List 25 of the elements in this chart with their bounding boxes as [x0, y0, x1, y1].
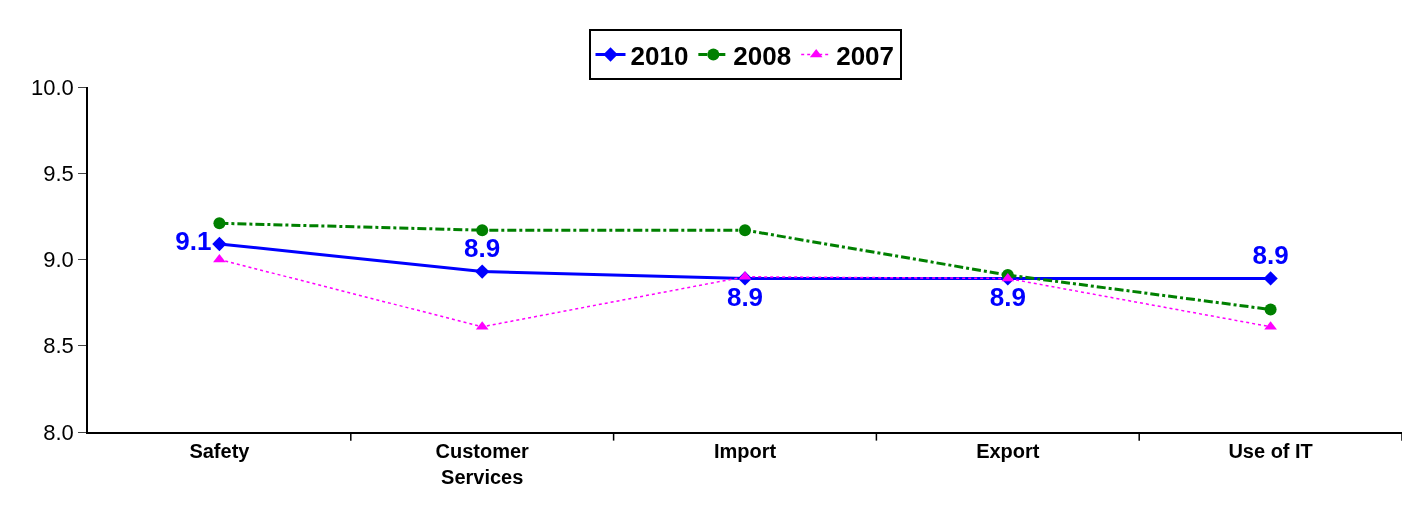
point: [475, 264, 490, 279]
x-tick-label: Use of IT: [1228, 439, 1313, 462]
data-label: 8.9: [989, 281, 1026, 312]
point: [1264, 303, 1277, 316]
data-label: 9.1: [175, 226, 212, 257]
point: [213, 217, 226, 230]
point: [212, 236, 227, 252]
point: [739, 224, 751, 237]
y-tick-label: 9.0: [43, 247, 74, 273]
y-tick-label: 8.5: [43, 333, 74, 359]
data-label: 8.9: [726, 281, 764, 312]
data-label: 8.9: [464, 233, 501, 264]
y-tick-label: 9.5: [43, 160, 74, 186]
legend-label: 2010: [630, 40, 689, 71]
legend-label: 2008: [733, 40, 792, 71]
x-tick-label: Customer Services: [435, 439, 530, 488]
y-tick-label: 8.0: [43, 419, 74, 445]
x-tick-label: Import: [713, 439, 777, 462]
legend-label: 2007: [836, 40, 895, 71]
y-tick-label: 10.0: [31, 74, 74, 100]
x-tick-label: Export: [976, 439, 1040, 462]
data-label: 8.9: [1252, 240, 1289, 271]
point: [1263, 271, 1278, 286]
point: [476, 224, 489, 237]
x-tick-label: Safety: [189, 439, 251, 462]
